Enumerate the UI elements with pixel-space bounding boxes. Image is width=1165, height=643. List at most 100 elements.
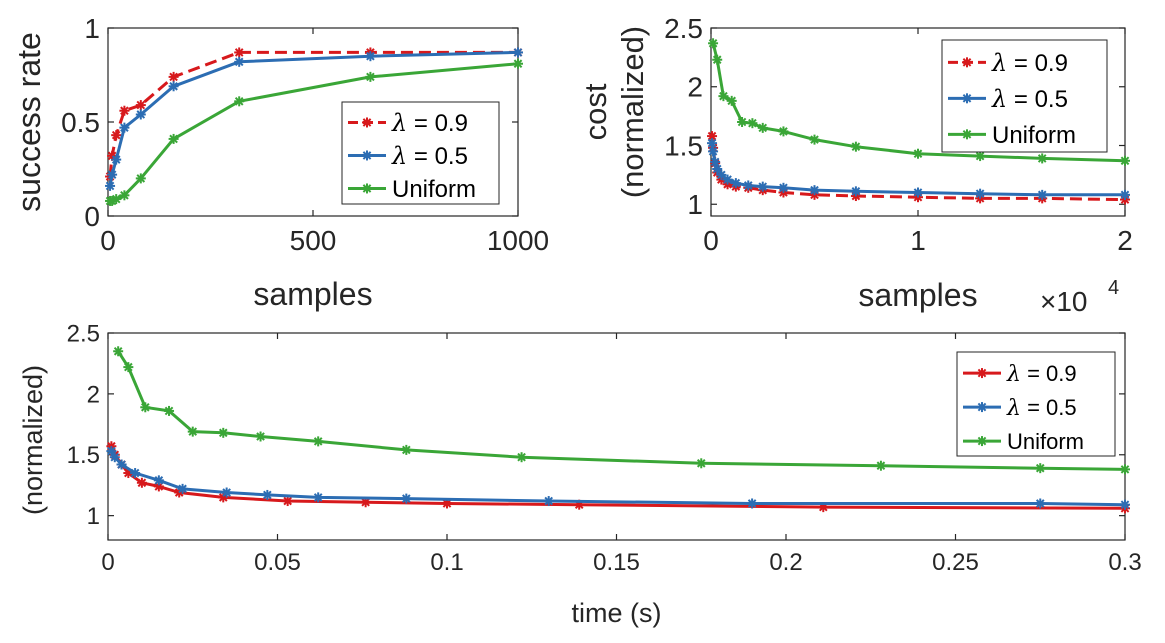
legend-label-lambda09: λ = 0.9 <box>991 49 1068 77</box>
legend-marker-uniform <box>977 436 987 447</box>
data-point-lambda05 <box>116 459 127 470</box>
marker-stroke <box>283 496 292 506</box>
marker-stroke <box>977 368 987 378</box>
marker-stroke <box>962 94 972 103</box>
marker-stroke <box>362 184 372 193</box>
marker-stroke <box>120 191 129 200</box>
marker-stroke <box>1120 500 1130 509</box>
marker-stroke <box>977 402 987 412</box>
marker-stroke <box>758 123 768 133</box>
data-point-lambda05 <box>757 181 768 192</box>
legend-label-uniform: Uniform <box>1007 429 1084 454</box>
data-point-uniform <box>313 436 324 447</box>
marker-stroke <box>712 164 722 174</box>
data-point-lambda05 <box>221 487 232 498</box>
data-point-lambda05 <box>177 483 188 494</box>
data-point-uniform <box>747 118 758 129</box>
data-point-lambda05 <box>313 492 324 503</box>
x-tick-label: 0.05 <box>254 549 301 576</box>
data-point-lambda05 <box>262 489 273 500</box>
legend-marker-lambda05 <box>977 402 987 413</box>
data-point-uniform <box>218 427 229 438</box>
y-axis-label: success rate <box>11 32 47 212</box>
marker-stroke <box>218 428 228 438</box>
data-point-uniform <box>850 141 861 152</box>
marker-stroke <box>120 106 129 116</box>
x-tick-label: 0.3 <box>1108 549 1141 576</box>
marker-stroke <box>107 170 117 179</box>
data-point-uniform <box>255 431 266 442</box>
data-point-lambda05 <box>135 109 146 120</box>
data-point-lambda05 <box>109 452 120 463</box>
data-point-uniform <box>809 134 820 145</box>
data-point-lambda05 <box>809 185 820 196</box>
y-tick-label: 0.5 <box>61 107 100 138</box>
data-point-uniform <box>113 346 124 357</box>
data-point-uniform <box>401 444 412 455</box>
marker-stroke <box>851 142 861 151</box>
x-tick-label: 2 <box>1117 225 1133 256</box>
data-point-uniform <box>187 426 198 437</box>
marker-stroke <box>1120 190 1130 200</box>
data-point-lambda05 <box>1120 189 1130 200</box>
y-axis-label: (normalized) <box>18 365 48 515</box>
marker-stroke <box>913 149 923 159</box>
data-point-lambda05 <box>730 178 741 189</box>
data-point-lambda05 <box>105 180 116 191</box>
legend-marker-lambda09 <box>977 368 987 379</box>
marker-stroke <box>1037 154 1047 163</box>
marker-stroke <box>188 427 198 436</box>
data-point-uniform <box>234 96 245 107</box>
marker-stroke <box>810 185 819 195</box>
y-tick-label: 1.5 <box>67 442 100 469</box>
legend-marker-lambda05 <box>962 93 972 104</box>
data-point-lambda05 <box>708 146 719 157</box>
data-point-uniform <box>913 148 923 159</box>
data-point-uniform <box>1120 464 1130 475</box>
marker-stroke <box>727 96 737 106</box>
data-point-uniform <box>1120 155 1130 166</box>
x-tick-label: 1000 <box>487 225 549 256</box>
y-tick-label: 1 <box>687 189 703 220</box>
marker-stroke <box>140 402 150 412</box>
legend-label-uniform: Uniform <box>992 122 1076 149</box>
x-multiplier-exponent: 4 <box>1108 277 1119 299</box>
legend: λ = 0.9 λ = 0.5 Uniform <box>341 101 500 205</box>
marker-stroke <box>111 130 121 140</box>
y-tick-label: 1.5 <box>664 130 703 161</box>
data-point-uniform <box>365 71 376 82</box>
marker-stroke <box>256 432 265 441</box>
data-point-lambda05 <box>913 187 923 198</box>
legend-marker-uniform <box>962 129 972 140</box>
marker-stroke <box>362 151 372 160</box>
marker-stroke <box>513 48 523 57</box>
marker-stroke <box>124 362 133 372</box>
marker-stroke <box>731 178 741 188</box>
marker-stroke <box>137 478 147 488</box>
y-tick-label: 2.5 <box>664 13 703 44</box>
data-point-lambda09 <box>135 100 146 111</box>
marker-stroke <box>136 100 146 110</box>
marker-stroke <box>810 135 819 144</box>
marker-stroke <box>779 127 788 136</box>
data-point-lambda05 <box>234 56 245 67</box>
marker-stroke <box>366 51 375 61</box>
marker-stroke <box>263 490 272 500</box>
data-point-uniform <box>718 91 729 102</box>
marker-stroke <box>913 188 923 197</box>
marker-stroke <box>876 461 886 471</box>
data-point-lambda05 <box>710 156 721 167</box>
marker-stroke <box>136 174 146 183</box>
data-point-uniform <box>119 190 130 201</box>
marker-stroke <box>707 138 717 148</box>
data-point-lambda05 <box>712 164 723 174</box>
data-point-lambda05 <box>1120 499 1130 510</box>
data-point-uniform <box>726 95 737 106</box>
marker-stroke <box>707 131 717 141</box>
data-point-uniform <box>708 38 719 49</box>
marker-stroke <box>712 55 722 65</box>
marker-stroke <box>169 72 178 82</box>
data-point-lambda05 <box>716 169 727 180</box>
